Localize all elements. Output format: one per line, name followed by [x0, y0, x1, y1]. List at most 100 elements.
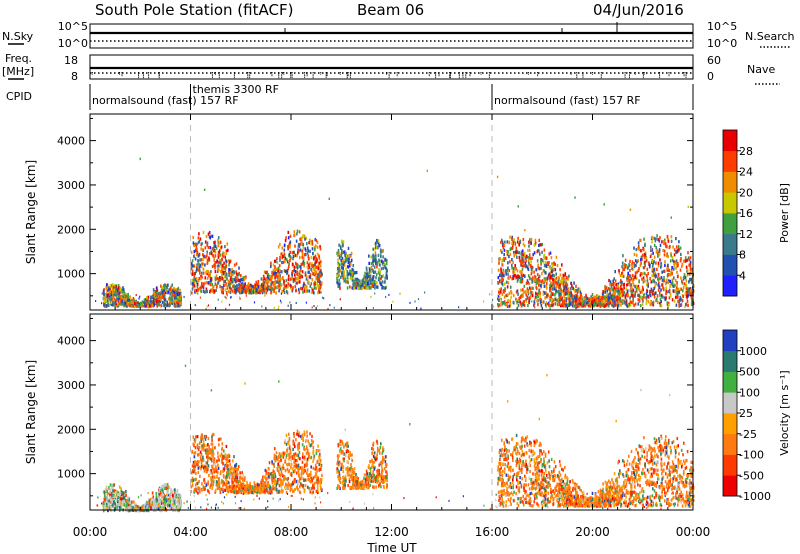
data-cell	[313, 256, 315, 260]
data-cell	[206, 289, 208, 294]
data-cell	[274, 267, 277, 271]
data-cell	[174, 304, 176, 308]
data-cell	[657, 254, 659, 258]
data-cell	[586, 299, 589, 303]
data-cell	[191, 278, 194, 282]
data-cell	[229, 290, 232, 295]
data-cell	[342, 243, 344, 247]
data-cell	[502, 242, 504, 246]
data-cell	[512, 276, 515, 280]
data-cell	[382, 255, 384, 259]
data-cell	[501, 281, 503, 285]
data-cell	[311, 247, 314, 251]
data-cell	[572, 302, 574, 306]
nave-dot	[428, 75, 430, 77]
nave-dot	[449, 75, 451, 77]
nave-dot	[458, 78, 460, 80]
data-cell	[657, 278, 659, 282]
data-cell	[341, 259, 344, 263]
freq-label-line2: [MHz]	[2, 65, 34, 78]
data-cell	[300, 236, 302, 241]
data-cell	[673, 276, 675, 280]
data-cell	[270, 282, 272, 286]
data-cell	[308, 275, 311, 279]
nave-dot	[138, 75, 140, 77]
data-cell	[384, 263, 386, 267]
data-cell	[579, 290, 582, 294]
data-cell	[504, 240, 506, 244]
noise-tick-top-left: 10^5	[58, 20, 88, 33]
nave-dot	[624, 73, 626, 75]
data-cell	[385, 266, 387, 270]
data-cell	[264, 291, 267, 295]
data-cell	[647, 300, 650, 304]
data-cell	[527, 290, 529, 294]
data-cell	[120, 287, 122, 291]
data-cell	[210, 250, 212, 254]
data-cell	[512, 260, 514, 265]
data-cell	[121, 294, 124, 298]
nave-dot	[142, 76, 144, 78]
data-cell	[106, 492, 109, 496]
nave-dot	[642, 75, 644, 77]
data-cell	[310, 255, 313, 260]
data-cell	[106, 294, 109, 298]
data-cell	[601, 292, 604, 296]
data-cell	[293, 230, 296, 234]
data-cell	[356, 283, 359, 287]
data-cell	[637, 284, 640, 288]
data-cell	[192, 278, 195, 282]
data-cell	[564, 273, 566, 277]
noise-tick-bottom-right: 10^0	[707, 37, 737, 50]
data-cell	[625, 300, 628, 304]
data-cell	[517, 250, 519, 254]
data-cell	[172, 300, 175, 304]
data-cell	[516, 289, 519, 293]
data-cell	[341, 273, 343, 278]
data-cell	[221, 257, 223, 261]
ground-scatter-cell	[629, 297, 631, 300]
ground-scatter-cell	[417, 298, 420, 301]
data-cell	[543, 291, 546, 295]
data-cell	[639, 273, 642, 277]
data-cell	[264, 284, 266, 289]
data-cell	[321, 273, 323, 277]
ground-scatter-cell	[576, 306, 578, 309]
data-cell	[277, 278, 279, 282]
ground-scatter-cell	[613, 305, 615, 308]
data-cell	[568, 274, 570, 278]
data-cell	[200, 247, 202, 251]
data-cell	[602, 299, 605, 303]
data-cell	[638, 287, 640, 291]
data-cell	[558, 293, 560, 297]
data-cell	[512, 267, 515, 271]
data-cell	[639, 263, 642, 267]
nave-tick-bottom: 0	[707, 70, 714, 83]
data-cell	[563, 277, 565, 281]
data-cell	[196, 284, 199, 288]
data-cell	[514, 276, 517, 280]
data-cell	[551, 298, 553, 302]
data-cell	[523, 254, 526, 258]
data-cell	[349, 285, 351, 289]
nave-dot	[629, 73, 631, 75]
ground-scatter-cell	[171, 303, 173, 306]
data-cell	[351, 268, 353, 272]
data-cell	[160, 304, 162, 308]
nave-dot	[629, 78, 631, 80]
data-cell	[342, 273, 344, 277]
data-cell	[197, 288, 200, 292]
data-cell	[670, 252, 672, 256]
data-cell	[513, 270, 516, 274]
ground-scatter-cell	[578, 303, 580, 305]
panel-frame	[89, 113, 694, 311]
data-cell	[299, 248, 302, 252]
data-cell	[611, 282, 614, 286]
data-cell	[149, 497, 152, 501]
data-cell	[520, 263, 522, 267]
data-cell	[175, 295, 177, 299]
data-cell	[515, 275, 518, 279]
nave-dot	[600, 76, 602, 78]
data-cell	[675, 250, 677, 254]
data-cell	[501, 238, 503, 242]
